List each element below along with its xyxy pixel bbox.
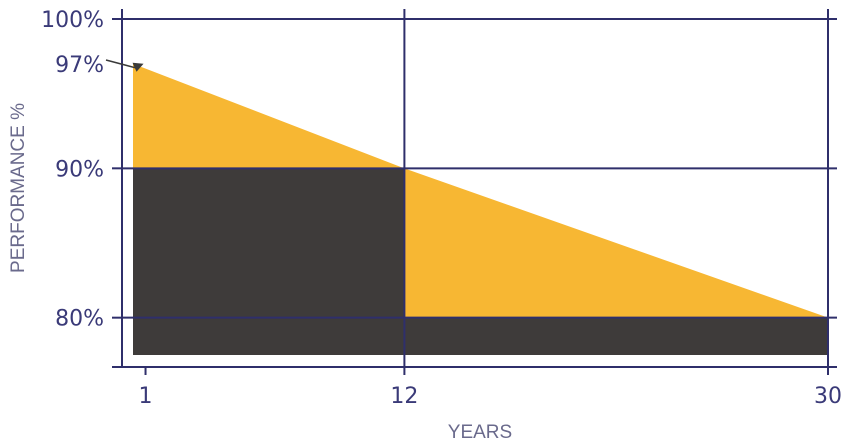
chart-ticks: 100% 90% 80% 1 12 30 — [41, 8, 842, 409]
x-tick-label-1: 1 — [139, 384, 153, 409]
y-tick-label-80: 80% — [55, 307, 104, 332]
x-tick-label-30: 30 — [814, 384, 842, 409]
x-tick-label-12: 12 — [390, 384, 418, 409]
chart-axes — [112, 9, 837, 368]
guarantee-area — [133, 168, 828, 355]
y-axis-title: PERFORMANCE % — [8, 103, 29, 273]
annotation-arrow-head — [132, 62, 144, 72]
y-tick-label-90: 90% — [55, 157, 104, 182]
annotation-label: 97% — [55, 53, 104, 78]
y-tick-label-100: 100% — [41, 8, 104, 33]
chart-annotations: 97% — [55, 53, 144, 78]
chart-areas — [133, 63, 828, 356]
chart-grid — [122, 9, 837, 375]
annotation-arrow-line — [105, 59, 136, 69]
x-axis-title: YEARS — [448, 422, 512, 441]
